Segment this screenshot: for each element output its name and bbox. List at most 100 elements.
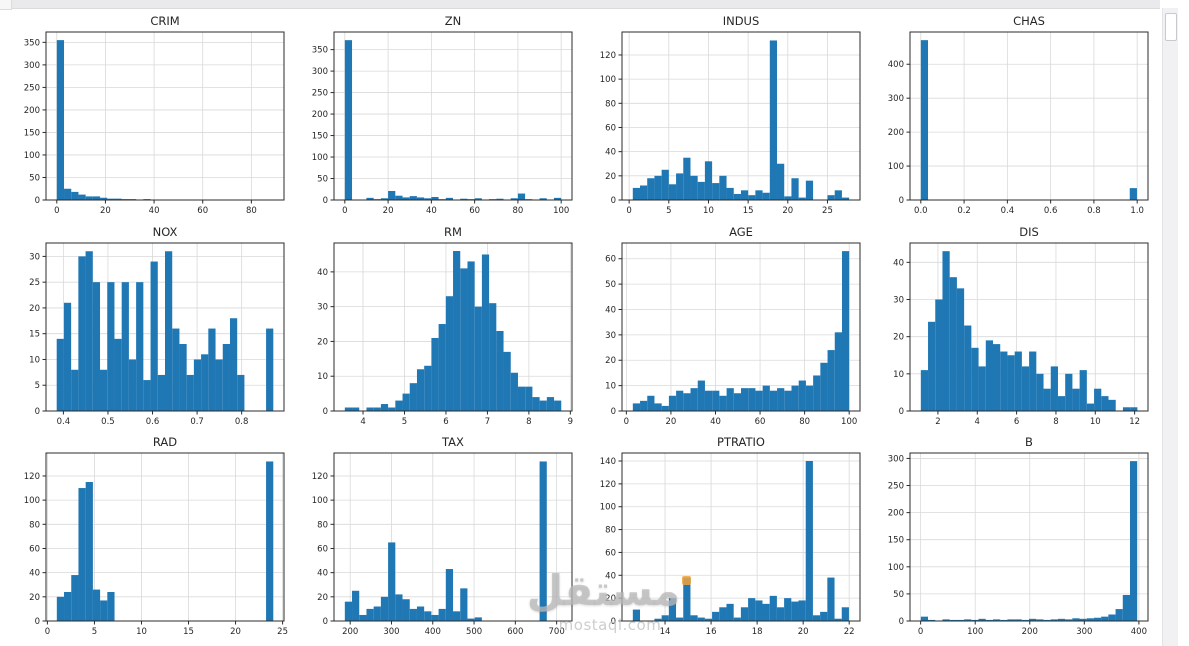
vertical-scrollbar[interactable] [1162, 8, 1178, 646]
svg-text:TAX: TAX [441, 435, 464, 449]
svg-text:250: 250 [888, 482, 904, 492]
svg-text:20: 20 [798, 627, 809, 637]
svg-text:60: 60 [605, 549, 616, 559]
svg-text:40: 40 [317, 569, 328, 579]
svg-text:40: 40 [710, 417, 721, 427]
svg-text:400: 400 [1131, 627, 1147, 637]
svg-text:AGE: AGE [729, 225, 753, 239]
svg-text:100: 100 [600, 503, 616, 513]
svg-text:20: 20 [100, 206, 111, 216]
svg-text:200: 200 [1022, 627, 1038, 637]
scrollbar-thumb[interactable] [1165, 13, 1177, 41]
svg-text:40: 40 [149, 206, 160, 216]
svg-text:15: 15 [29, 329, 40, 339]
subplot-crim: 0 20 40 60 80 0 50 100 150 200 250 300 350 CRIM [6, 10, 294, 220]
svg-text:200: 200 [342, 627, 358, 637]
subplot-ptratio: 14 16 18 20 22 0 20 40 60 80 100 120 140 PTRATIO [582, 431, 870, 641]
histogram-indus: 0 5 10 15 20 25 0 20 40 60 80 100 120 INDUS [600, 14, 861, 216]
svg-text:15: 15 [183, 627, 194, 637]
svg-text:60: 60 [197, 206, 208, 216]
svg-text:25: 25 [29, 278, 40, 288]
svg-text:150: 150 [24, 128, 40, 138]
svg-text:0: 0 [35, 407, 40, 417]
svg-text:5: 5 [402, 417, 407, 427]
svg-text:RM: RM [444, 225, 462, 239]
svg-text:20: 20 [893, 332, 904, 342]
svg-text:20: 20 [782, 206, 793, 216]
svg-text:350: 350 [312, 46, 328, 56]
svg-text:80: 80 [799, 417, 810, 427]
svg-text:60: 60 [317, 545, 328, 555]
svg-text:10: 10 [605, 381, 616, 391]
svg-text:0.5: 0.5 [101, 417, 115, 427]
svg-text:40: 40 [29, 569, 40, 579]
svg-text:0: 0 [611, 196, 616, 206]
svg-text:60: 60 [469, 206, 480, 216]
subplot-nox: 0.4 0.5 0.6 0.7 0.8 0 5 10 15 20 25 30 NOX [6, 221, 294, 431]
svg-text:0: 0 [899, 617, 904, 627]
svg-text:PTRATIO: PTRATIO [717, 435, 765, 449]
svg-text:40: 40 [426, 206, 437, 216]
svg-text:100: 100 [312, 153, 328, 163]
svg-text:30: 30 [317, 302, 328, 312]
subplot-age: 0 20 40 60 80 100 0 10 20 30 40 50 60 AGE [582, 221, 870, 431]
svg-text:7: 7 [485, 417, 490, 427]
svg-text:50: 50 [317, 175, 328, 185]
svg-text:120: 120 [312, 472, 328, 482]
svg-text:100: 100 [888, 563, 904, 573]
svg-text:0: 0 [323, 196, 328, 206]
svg-text:300: 300 [888, 455, 904, 465]
svg-text:30: 30 [605, 331, 616, 341]
svg-text:150: 150 [888, 536, 904, 546]
svg-text:0: 0 [611, 407, 616, 417]
svg-text:30: 30 [29, 252, 40, 262]
svg-text:100: 100 [841, 417, 857, 427]
svg-text:8: 8 [1053, 417, 1058, 427]
svg-text:20: 20 [383, 206, 394, 216]
svg-text:9: 9 [568, 417, 573, 427]
histogram-dis: 2 4 6 8 10 12 0 10 20 30 40 DIS [893, 225, 1149, 427]
svg-text:0.2: 0.2 [957, 206, 971, 216]
svg-text:100: 100 [24, 151, 40, 161]
subplot-zn: 0 20 40 60 80 100 0 50 100 150 200 250 300 350 ZN [294, 10, 582, 220]
histogram-tax: 200 300 400 500 600 700 0 20 40 60 80 100 120 TAX [312, 435, 573, 637]
svg-text:60: 60 [605, 123, 616, 133]
svg-text:100: 100 [24, 496, 40, 506]
svg-text:0: 0 [323, 407, 328, 417]
svg-text:0: 0 [35, 196, 40, 206]
svg-text:INDUS: INDUS [723, 14, 760, 28]
histogram-age: 0 20 40 60 80 100 0 10 20 30 40 50 60 AGE [605, 225, 861, 427]
svg-text:40: 40 [605, 572, 616, 582]
histogram-rad: 0 5 10 15 20 25 0 20 40 60 80 100 120 RAD [24, 435, 288, 637]
horizontal-scrollbar[interactable] [12, 0, 1160, 9]
svg-text:1.0: 1.0 [1130, 206, 1144, 216]
svg-text:0.4: 0.4 [1001, 206, 1015, 216]
svg-text:10: 10 [703, 206, 714, 216]
svg-text:100: 100 [600, 75, 616, 85]
svg-text:200: 200 [24, 106, 40, 116]
svg-text:4: 4 [360, 417, 365, 427]
svg-text:140: 140 [600, 457, 616, 467]
histogram-crim: 0 20 40 60 80 0 50 100 150 200 250 300 350 CRIM [24, 14, 285, 216]
svg-text:22: 22 [844, 627, 855, 637]
svg-text:80: 80 [317, 521, 328, 531]
svg-text:16: 16 [706, 627, 717, 637]
svg-text:400: 400 [888, 60, 904, 70]
svg-text:10: 10 [1090, 417, 1101, 427]
svg-text:80: 80 [512, 206, 523, 216]
svg-text:12: 12 [1129, 417, 1140, 427]
svg-text:20: 20 [29, 593, 40, 603]
svg-text:20: 20 [317, 593, 328, 603]
svg-text:0.0: 0.0 [914, 206, 928, 216]
svg-text:10: 10 [893, 369, 904, 379]
svg-text:40: 40 [317, 268, 328, 278]
svg-text:100: 100 [967, 627, 983, 637]
svg-text:50: 50 [29, 173, 40, 183]
svg-text:250: 250 [312, 89, 328, 99]
svg-text:20: 20 [666, 417, 677, 427]
svg-text:200: 200 [888, 128, 904, 138]
svg-text:30: 30 [893, 295, 904, 305]
svg-text:6: 6 [443, 417, 448, 427]
svg-text:300: 300 [383, 627, 399, 637]
